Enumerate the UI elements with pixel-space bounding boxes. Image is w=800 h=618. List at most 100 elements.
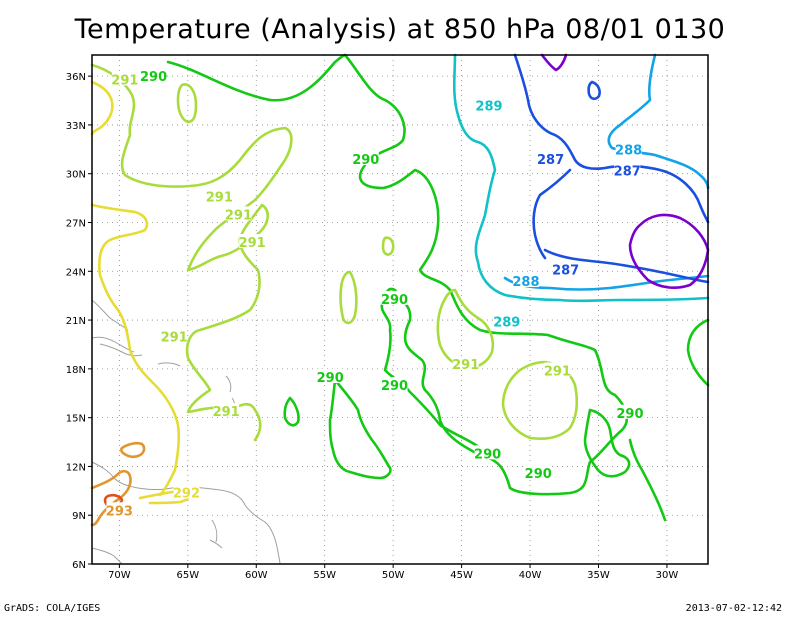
timestamp: 2013-07-02-12:42 (685, 603, 782, 614)
lat-tick-label: 30N (66, 170, 86, 181)
contour-label-291: 291 (239, 236, 266, 251)
contour-label-bg-8 (225, 206, 252, 221)
coastline-segment-7 (171, 486, 281, 565)
contour-label-290: 290 (381, 379, 408, 394)
coastline-segment-3 (157, 362, 181, 367)
contour-label-287: 287 (614, 164, 641, 179)
lat-tick-label: 21N (66, 316, 86, 327)
contour-label-bg-21 (474, 445, 501, 460)
isotherm-291-north-loop (176, 83, 198, 124)
contour-label-290: 290 (352, 153, 379, 168)
contour-label-bg-18 (381, 377, 408, 392)
lon-tick-label: 40W (519, 570, 542, 581)
contour-label-bg-5 (614, 162, 641, 177)
contour-label-bg-15 (452, 355, 479, 370)
isotherm-288 (607, 53, 710, 190)
contour-label-bg-14 (161, 328, 188, 343)
grads-credit: GrADS: COLA/IGES (4, 603, 101, 614)
contour-label-292: 292 (173, 486, 200, 501)
lat-tick-label: 18N (66, 365, 86, 376)
contour-label-289: 289 (493, 316, 520, 331)
contour-label-bg-0 (140, 68, 167, 83)
isotherm-291-mid-loop (339, 270, 358, 325)
coastline-segment-6 (91, 461, 173, 490)
contour-label-288: 288 (615, 143, 642, 158)
map-axes: 70W 65W 60W 55W 50W 45W 40W 35W 30W 6N 9N 12N 15N 18N… (66, 54, 709, 581)
lon-tick-label: 70W (108, 570, 131, 581)
contour-label-bg-13 (493, 313, 520, 328)
contour-label-bg-7 (206, 188, 233, 203)
coastline-segment-8 (91, 547, 123, 565)
contour-label-293: 293 (106, 504, 133, 519)
contour-label-287: 287 (552, 264, 579, 279)
contour-label-bg-6 (352, 151, 379, 166)
lat-tick-label: 36N (66, 72, 86, 83)
lon-tick-label: 30W (656, 570, 679, 581)
contour-label-bg-11 (512, 273, 539, 288)
contour-label-290: 290 (140, 70, 167, 85)
isotherm-291-island (381, 236, 395, 256)
isotherm-290-edge (686, 318, 710, 387)
contour-label-290: 290 (381, 293, 408, 308)
contour-label-291: 291 (225, 208, 252, 223)
lon-tick-label: 65W (177, 570, 200, 581)
lat-tick-label: 27N (66, 218, 86, 229)
isotherm-contours (90, 53, 710, 527)
plot-frame (91, 54, 709, 565)
contour-label-291: 291 (161, 330, 188, 345)
coastline-segment-10 (209, 539, 223, 549)
lon-tick-label: 55W (313, 570, 336, 581)
contour-label-290: 290 (474, 447, 501, 462)
lon-tick-label: 60W (245, 570, 268, 581)
isotherm-287-west (532, 168, 572, 260)
lat-tick-label: 12N (66, 462, 86, 473)
isotherm-287 (513, 53, 710, 224)
lat-tick-label: 33N (66, 121, 86, 132)
lon-tick-label: 35W (587, 570, 610, 581)
isotherm-290-middle (328, 378, 392, 480)
contour-label-289: 289 (475, 99, 502, 114)
contour-label-bg-20 (616, 404, 643, 419)
coastlines (91, 299, 281, 565)
lon-tick-label: 50W (382, 570, 405, 581)
isotherm-287-loop (587, 80, 601, 101)
isotherm-286-north (540, 53, 568, 72)
contour-label-291: 291 (206, 190, 233, 205)
isotherm-292-north (90, 80, 114, 136)
isotherm-293-south (90, 469, 132, 527)
contour-label-290: 290 (317, 371, 344, 386)
contour-label-291: 291 (452, 358, 479, 373)
contour-label-bg-1 (111, 71, 138, 86)
contour-label-291: 291 (544, 364, 571, 379)
isotherm-291-central-loop (501, 360, 579, 440)
contour-labels: 2902912892882872872902912912912872882902… (106, 68, 644, 519)
isotherm-293-loop (119, 441, 146, 459)
contour-label-bg-22 (525, 464, 552, 479)
contour-label-bg-16 (544, 362, 571, 377)
coastline-segment-4 (225, 375, 232, 393)
contour-label-288: 288 (512, 275, 539, 290)
contour-label-291: 291 (111, 73, 138, 88)
contour-label-287: 287 (537, 153, 564, 168)
lat-tick-label: 9N (72, 511, 86, 522)
isotherm-290-east-loop (583, 408, 631, 478)
contour-label-bg-23 (173, 484, 200, 499)
contour-label-bg-9 (239, 234, 266, 249)
contour-label-bg-19 (213, 403, 240, 418)
map-title: Temperature (Analysis) at 850 hPa 08/01 … (74, 14, 726, 45)
lat-tick-label: 6N (72, 560, 86, 571)
lat-tick-label: 15N (66, 414, 86, 425)
contour-label-bg-3 (615, 141, 642, 156)
contour-label-bg-4 (537, 151, 564, 166)
coastline-segment-0 (91, 299, 129, 331)
lat-tick-label: 24N (66, 267, 86, 278)
isotherm-289 (452, 53, 710, 303)
isotherm-287-south (543, 248, 710, 284)
isotherm-292-west (90, 203, 181, 497)
isotherm-290-east (628, 438, 667, 522)
contour-label-bg-2 (475, 97, 502, 112)
contour-label-bg-24 (106, 502, 133, 517)
isotherm-290-blob (283, 396, 300, 427)
contour-label-290: 290 (525, 467, 552, 482)
